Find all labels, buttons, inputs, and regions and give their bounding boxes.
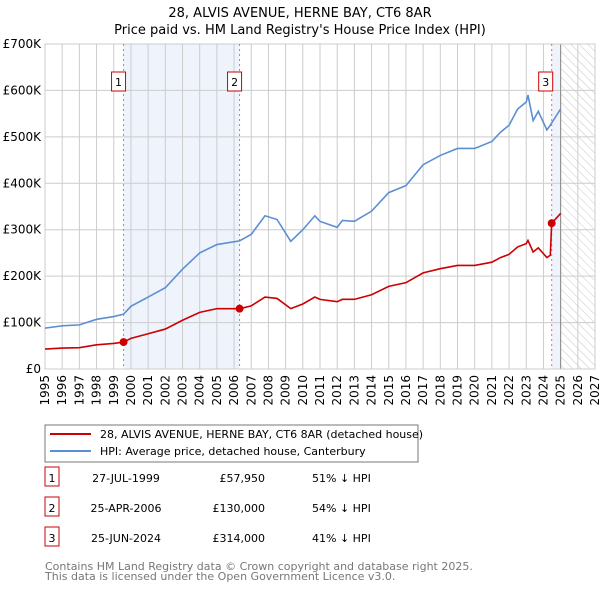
chart-title: 28, ALVIS AVENUE, HERNE BAY, CT6 8AR xyxy=(168,6,431,21)
x-tick-label: 2016 xyxy=(399,375,413,406)
table-row-price: £57,950 xyxy=(220,472,266,485)
table-row-number-box xyxy=(44,466,60,487)
x-tick-label: 2024 xyxy=(536,375,550,406)
x-tick-label: 2023 xyxy=(519,375,533,406)
table-row-number: 2 xyxy=(49,502,56,515)
x-tick-label: 2025 xyxy=(554,375,568,406)
sale-point xyxy=(235,304,244,313)
x-tick-label: 1999 xyxy=(107,375,121,406)
x-tick-label: 2021 xyxy=(485,375,499,406)
x-tick-label: 2020 xyxy=(468,375,482,406)
sale-label-number: 1 xyxy=(115,76,122,89)
x-tick-label: 2022 xyxy=(502,375,516,406)
table-row-date: 25-JUN-2024 xyxy=(91,532,161,545)
sale-point xyxy=(547,219,556,228)
sale-label-number: 3 xyxy=(542,76,549,89)
chart-subtitle: Price paid vs. HM Land Registry's House … xyxy=(114,23,486,38)
x-tick-label: 2012 xyxy=(330,375,344,406)
sales-table: 1 27-JUL-1999 £57,950 51% ↓ HPI 2 25-APR-2006… xyxy=(44,466,371,547)
x-tick-label: 2009 xyxy=(279,375,293,406)
x-tick-label: 2010 xyxy=(296,375,310,406)
footer-line-2: This data is licensed under the Open Gov… xyxy=(44,570,395,583)
x-tick-label: 1995 xyxy=(38,375,52,406)
x-tick-label: 1996 xyxy=(55,375,69,406)
x-tick-label: 2015 xyxy=(382,375,396,406)
x-tick-label: 2011 xyxy=(313,375,327,406)
x-tick-label: 2013 xyxy=(347,375,361,406)
legend-label-hpi: HPI: Average price, detached house, Cant… xyxy=(100,445,366,458)
plot-frame xyxy=(44,43,596,370)
table-row-hpi-diff: 51% ↓ HPI xyxy=(312,472,371,485)
y-tick-label: £700K xyxy=(3,37,43,51)
x-tick-label: 1997 xyxy=(72,375,86,406)
y-tick-label: £0 xyxy=(26,362,41,376)
y-tick-label: £500K xyxy=(3,130,43,144)
table-row-price: £314,000 xyxy=(213,532,266,545)
x-tick-label: 2003 xyxy=(176,375,190,406)
table-row-number: 3 xyxy=(49,532,56,545)
x-tick-label: 2007 xyxy=(244,375,258,406)
ownership-shade-2 xyxy=(551,44,561,369)
y-tick-label: £100K xyxy=(3,316,43,330)
x-tick-label: 2008 xyxy=(261,375,275,406)
sale-label-box xyxy=(227,71,243,92)
ownership-shade-1 xyxy=(123,44,240,369)
y-tick-label: £300K xyxy=(3,223,43,237)
x-tick-label: 1998 xyxy=(90,375,104,406)
table-row-date: 27-JUL-1999 xyxy=(92,472,160,485)
sale-label-number: 2 xyxy=(231,76,238,89)
y-tick-label: £400K xyxy=(3,176,43,190)
y-tick-label: £600K xyxy=(3,83,43,97)
x-tick-label: 2005 xyxy=(210,375,224,406)
x-tick-label: 2027 xyxy=(588,375,600,406)
x-tick-label: 2001 xyxy=(141,375,155,406)
sale-point xyxy=(119,338,128,347)
table-row-price: £130,000 xyxy=(213,502,266,515)
sale-label-box xyxy=(538,71,554,92)
hpi-line xyxy=(44,94,562,329)
x-tick-label: 2026 xyxy=(571,375,585,406)
table-row-number: 1 xyxy=(49,472,56,485)
legend: 28, ALVIS AVENUE, HERNE BAY, CT6 8AR (de… xyxy=(44,424,423,463)
x-tick-label: 2006 xyxy=(227,375,241,406)
footer-line-1: Contains HM Land Registry data © Crown c… xyxy=(45,560,473,573)
x-tick-label: 2014 xyxy=(365,375,379,406)
table-row-number-box xyxy=(44,496,60,517)
x-tick-label: 2019 xyxy=(451,375,465,406)
x-tick-label: 2017 xyxy=(416,375,430,406)
price-paid-line xyxy=(44,212,562,350)
table-row-date: 25-APR-2006 xyxy=(90,502,161,515)
x-tick-label: 2018 xyxy=(433,375,447,406)
table-row-number-box xyxy=(44,526,60,547)
y-tick-label: £200K xyxy=(3,269,43,283)
x-tick-label: 2004 xyxy=(193,375,207,406)
x-tick-label: 2002 xyxy=(158,375,172,406)
table-row-hpi-diff: 41% ↓ HPI xyxy=(312,532,371,545)
x-tick-label: 2000 xyxy=(124,375,138,406)
sale-label-box xyxy=(111,71,127,92)
table-row-hpi-diff: 54% ↓ HPI xyxy=(312,502,371,515)
legend-label-price: 28, ALVIS AVENUE, HERNE BAY, CT6 8AR (de… xyxy=(100,428,423,441)
